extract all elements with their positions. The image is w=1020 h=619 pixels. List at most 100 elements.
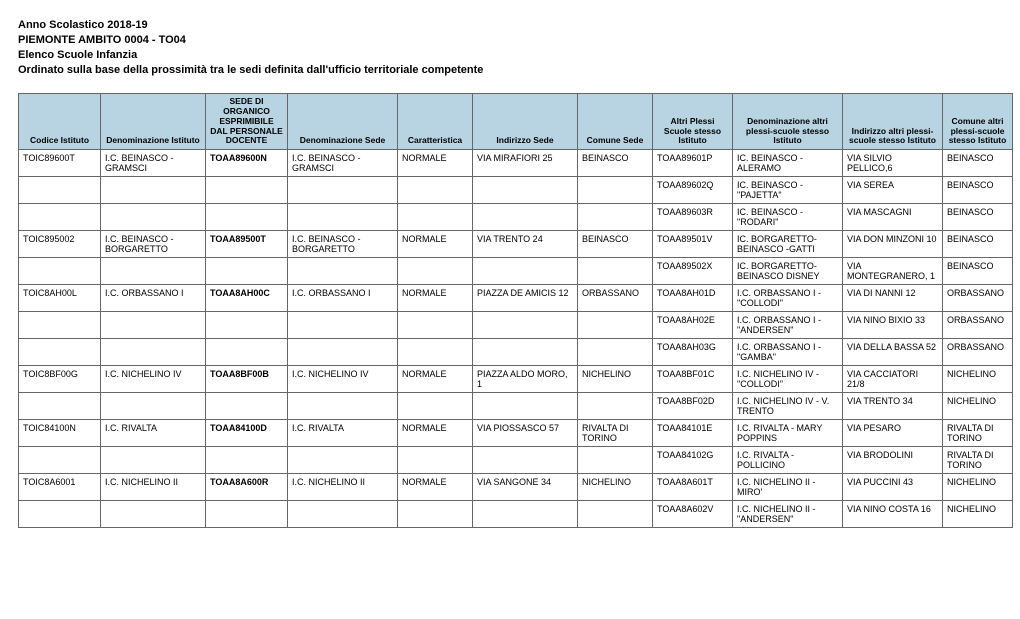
table-cell: BEINASCO [943,177,1013,204]
table-cell: TOIC8BF00G [19,366,101,393]
table-cell: NORMALE [398,366,473,393]
table-cell [206,204,288,231]
table-cell: ORBASSANO [943,285,1013,312]
table-cell: NORMALE [398,285,473,312]
table-cell: TOAA89500T [206,231,288,258]
table-cell [578,258,653,285]
table-cell [101,204,206,231]
table-cell [19,447,101,474]
schools-table: Codice IstitutoDenominazione IstitutoSED… [18,93,1013,528]
table-cell: I.C. NICHELINO II [288,474,398,501]
table-cell: BEINASCO [943,204,1013,231]
table-cell: TOAA89501V [653,231,733,258]
table-row: TOIC895002I.C. BEINASCO - BORGARETTOTOAA… [19,231,1013,258]
table-cell [206,501,288,528]
table-cell: BEINASCO [943,150,1013,177]
table-cell: TOIC8AH00L [19,285,101,312]
table-cell: TOAA84100D [206,420,288,447]
table-cell [206,258,288,285]
table-cell: TOIC8A6001 [19,474,101,501]
table-cell: VIA TRENTO 34 [843,393,943,420]
table-cell [473,204,578,231]
table-cell: TOAA8BF02D [653,393,733,420]
table-cell: I.C. RIVALTA [101,420,206,447]
table-cell [288,177,398,204]
table-row: TOAA8AH02EI.C. ORBASSANO I - "ANDERSEN"V… [19,312,1013,339]
table-cell: NICHELINO [578,474,653,501]
table-cell [398,339,473,366]
table-cell [398,501,473,528]
table-cell [398,393,473,420]
column-header: Denominazione Istituto [101,94,206,150]
table-cell: I.C. ORBASSANO I - "ANDERSEN" [733,312,843,339]
table-head: Codice IstitutoDenominazione IstitutoSED… [19,94,1013,150]
table-cell [19,501,101,528]
table-cell: IC. BEINASCO - "PAJETTA" [733,177,843,204]
table-cell: TOAA8BF00B [206,366,288,393]
table-cell: TOIC89600T [19,150,101,177]
table-cell: TOAA89601P [653,150,733,177]
table-row: TOAA8AH03GI.C. ORBASSANO I -"GAMBA"VIA D… [19,339,1013,366]
table-cell: NICHELINO [943,393,1013,420]
table-cell [473,393,578,420]
column-header: Comune altri plessi-scuole stesso Istitu… [943,94,1013,150]
table-cell: NICHELINO [943,474,1013,501]
table-cell [19,393,101,420]
table-row: TOAA84102GI.C. RIVALTA - POLLICINOVIA BR… [19,447,1013,474]
table-cell: VIA SILVIO PELLICO,6 [843,150,943,177]
table-cell: VIA MONTEGRANERO, 1 [843,258,943,285]
table-cell: IC. BORGARETTO-BEINASCO -GATTI [733,231,843,258]
table-cell [473,501,578,528]
table-header-row: Codice IstitutoDenominazione IstitutoSED… [19,94,1013,150]
table-row: TOIC8BF00GI.C. NICHELINO IVTOAA8BF00BI.C… [19,366,1013,393]
table-cell [101,258,206,285]
table-cell: ORBASSANO [943,339,1013,366]
table-cell: BEINASCO [943,231,1013,258]
table-cell: I.C. NICHELINO II [101,474,206,501]
table-cell: VIA DI NANNI 12 [843,285,943,312]
column-header: Denominazione Sede [288,94,398,150]
table-cell: I.C. NICHELINO IV - "COLLODI" [733,366,843,393]
table-cell: TOAA89600N [206,150,288,177]
table-cell [473,258,578,285]
table-cell: NICHELINO [578,366,653,393]
table-cell: ORBASSANO [943,312,1013,339]
table-row: TOIC8A6001I.C. NICHELINO IITOAA8A600RI.C… [19,474,1013,501]
table-cell [206,312,288,339]
table-cell: VIA NINO COSTA 16 [843,501,943,528]
table-cell: VIA PESARO [843,420,943,447]
table-cell: BEINASCO [943,258,1013,285]
table-cell [101,501,206,528]
table-cell: VIA DON MINZONI 10 [843,231,943,258]
table-cell: I.C. ORBASSANO I -"GAMBA" [733,339,843,366]
header-line-1: Anno Scolastico 2018-19 [18,18,1002,33]
table-cell: ORBASSANO [578,285,653,312]
table-cell: VIA DELLA BASSA 52 [843,339,943,366]
header-line-4: Ordinato sulla base della prossimità tra… [18,63,1002,78]
column-header: Denominazione altri plessi-scuole stesso… [733,94,843,150]
table-cell [19,339,101,366]
table-cell [19,177,101,204]
table-cell: I.C. BEINASCO - GRAMSCI [101,150,206,177]
table-cell [19,258,101,285]
report-header: Anno Scolastico 2018-19 PIEMONTE AMBITO … [18,18,1002,77]
header-line-3: Elenco Scuole Infanzia [18,48,1002,63]
table-cell: NICHELINO [943,501,1013,528]
table-cell: BEINASCO [578,150,653,177]
table-cell: I.C. RIVALTA - POLLICINO [733,447,843,474]
table-cell: PIAZZA ALDO MORO, 1 [473,366,578,393]
table-cell: VIA NINO BIXIO 33 [843,312,943,339]
table-cell: NICHELINO [943,366,1013,393]
table-cell: TOAA8A600R [206,474,288,501]
table-row: TOAA8A602VI.C. NICHELINO II -"ANDERSEN"V… [19,501,1013,528]
table-cell: I.C. BEINASCO - BORGARETTO [288,231,398,258]
table-row: TOAA89603RIC. BEINASCO - "RODARI"VIA MAS… [19,204,1013,231]
column-header: Altri Plessi Scuole stesso Istituto [653,94,733,150]
table-cell [288,501,398,528]
table-row: TOAA8BF02DI.C. NICHELINO IV - V. TRENTOV… [19,393,1013,420]
table-cell: VIA MIRAFIORI 25 [473,150,578,177]
table-cell: RIVALTA DI TORINO [943,420,1013,447]
table-cell: VIA PIOSSASCO 57 [473,420,578,447]
column-header: Codice Istituto [19,94,101,150]
table-cell [578,204,653,231]
